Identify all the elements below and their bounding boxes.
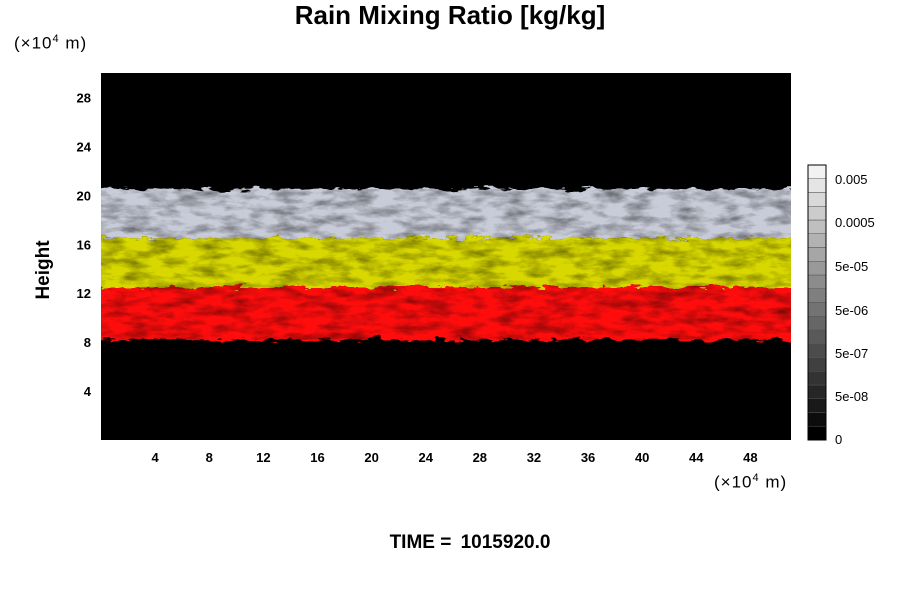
colorbar-label: 5e-08: [835, 389, 868, 404]
x-tick-label: 12: [256, 450, 270, 465]
y-tick-label: 24: [77, 139, 92, 154]
x-tick-label: 20: [364, 450, 378, 465]
colorbar-label: 5e-05: [835, 259, 868, 274]
x-axis-unit: (×104 m): [714, 472, 788, 492]
colorbar-label: 0.005: [835, 172, 868, 187]
colorbar-segment: [807, 261, 827, 276]
colorbar-segment: [807, 398, 827, 413]
colorbar-segment: [807, 288, 827, 303]
colorbar-segment: [807, 192, 827, 207]
x-tick-label: 16: [310, 450, 324, 465]
y-tick-label: 16: [77, 237, 91, 252]
y-tick-label: 20: [77, 188, 91, 203]
time-value: 1015920.0: [460, 532, 551, 553]
y-tick-label: 8: [84, 335, 91, 350]
colorbar-segment: [807, 357, 827, 372]
colorbar-segment: [807, 426, 827, 441]
x-tick-label: 28: [473, 450, 487, 465]
colorbar-segment: [807, 384, 827, 399]
colorbar-frame: [807, 164, 827, 441]
y-tick-label: 28: [77, 90, 91, 105]
colorbar-segment: [807, 206, 827, 221]
plot-area: [101, 73, 791, 440]
y-tick-label: 4: [84, 384, 92, 399]
colorbar-segment: [807, 343, 827, 358]
x-tick-label: 24: [418, 450, 433, 465]
colorbar-label: 0: [835, 432, 842, 447]
colorbar-segment: [807, 164, 827, 179]
y-axis-unit: (×104 m): [14, 33, 88, 53]
x-tick-label: 36: [581, 450, 595, 465]
y-tick-label: 12: [77, 286, 91, 301]
x-tick-label: 48: [743, 450, 757, 465]
colorbar-label: 5e-06: [835, 303, 868, 318]
x-tick-label: 44: [689, 450, 704, 465]
colorbar-segment: [807, 178, 827, 193]
time-readout: TIME = 1015920.0: [0, 532, 900, 554]
colorbar-segment: [807, 412, 827, 427]
colorbar-segment: [807, 274, 827, 289]
colorbar-segment: [807, 302, 827, 317]
colorbar-segment: [807, 316, 827, 331]
colorbar-label: 5e-07: [835, 346, 868, 361]
chart-title: Rain Mixing Ratio [kg/kg]: [294, 0, 606, 30]
colorbar: 0.005 0.0005 5e-05 5e-06 5e-07 5e-08 0: [807, 164, 875, 447]
layer-shading: [101, 189, 791, 340]
colorbar-segment: [807, 371, 827, 386]
time-label: TIME =: [389, 532, 457, 553]
x-tick-label: 8: [206, 450, 213, 465]
colorbar-segment: [807, 247, 827, 262]
x-tick-label: 32: [527, 450, 541, 465]
x-tick-label: 40: [635, 450, 649, 465]
colorbar-segment: [807, 329, 827, 344]
colorbar-segment: [807, 219, 827, 234]
colorbar-label: 0.0005: [835, 215, 875, 230]
colorbar-segment: [807, 233, 827, 248]
x-tick-label: 4: [152, 450, 160, 465]
